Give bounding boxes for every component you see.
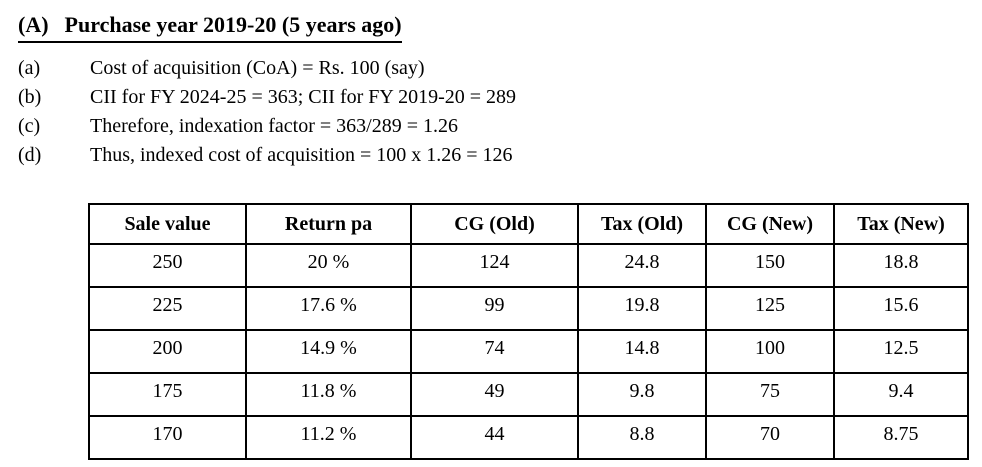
table-cell: 200 [88,329,247,374]
table-cell: 225 [88,286,247,331]
list-item-label: (c) [18,115,41,137]
table-cell: 99 [410,286,579,331]
table-row: 225 17.6 % 99 19.8 125 15.6 [88,286,969,331]
table-row: 250 20 % 124 24.8 150 18.8 [88,243,969,288]
table-cell: 150 [705,243,835,288]
column-header-tax-new: Tax (New) [833,203,969,245]
list-item-text: Therefore, indexation factor = 363/289 =… [90,115,458,137]
table-cell: 74 [410,329,579,374]
table-cell: 70 [705,415,835,460]
table-cell: 124 [410,243,579,288]
table-cell: 170 [88,415,247,460]
column-header-tax-old: Tax (Old) [577,203,707,245]
table-cell: 24.8 [577,243,707,288]
table-cell: 49 [410,372,579,417]
table-row: 170 11.2 % 44 8.8 70 8.75 [88,415,969,460]
table-cell: 11.8 % [245,372,412,417]
column-header-cg-old: CG (Old) [410,203,579,245]
table-cell: 8.75 [833,415,969,460]
points-list: (a) Cost of acquisition (CoA) = Rs. 100 … [18,54,516,170]
table-cell: 11.2 % [245,415,412,460]
column-header-return-pa: Return pa [245,203,412,245]
table-cell: 20 % [245,243,412,288]
list-item-label: (d) [18,144,42,166]
list-item-d: (d) Thus, indexed cost of acquisition = … [18,141,516,170]
table-cell: 175 [88,372,247,417]
section-heading: (A) Purchase year 2019-20 (5 years ago) [18,12,402,44]
table-row: 175 11.8 % 49 9.8 75 9.4 [88,372,969,417]
table-cell: 12.5 [833,329,969,374]
list-item-label: (a) [18,57,41,79]
column-header-sale-value: Sale value [88,203,247,245]
table-header-row: Sale value Return pa CG (Old) Tax (Old) … [88,203,969,245]
list-item-text: Cost of acquisition (CoA) = Rs. 100 (say… [90,57,425,79]
table-cell: 17.6 % [245,286,412,331]
table-cell: 14.9 % [245,329,412,374]
section-heading-label: (A) [18,12,49,37]
table-cell: 9.8 [577,372,707,417]
table-cell: 100 [705,329,835,374]
table-row: 200 14.9 % 74 14.8 100 12.5 [88,329,969,374]
capital-gains-table: Sale value Return pa CG (Old) Tax (Old) … [88,203,969,460]
list-item-c: (c) Therefore, indexation factor = 363/2… [18,112,516,141]
table-cell: 75 [705,372,835,417]
table-cell: 9.4 [833,372,969,417]
column-header-cg-new: CG (New) [705,203,835,245]
table-cell: 15.6 [833,286,969,331]
list-item-text: CII for FY 2024-25 = 363; CII for FY 201… [90,86,517,108]
table-cell: 44 [410,415,579,460]
list-item-label: (b) [18,86,42,108]
table-cell: 19.8 [577,286,707,331]
list-item-b: (b) CII for FY 2024-25 = 363; CII for FY… [18,83,516,112]
table-cell: 250 [88,243,247,288]
table-cell: 8.8 [577,415,707,460]
table-cell: 125 [705,286,835,331]
section-heading-title: Purchase year 2019-20 (5 years ago) [64,12,402,37]
table-cell: 14.8 [577,329,707,374]
list-item-text: Thus, indexed cost of acquisition = 100 … [90,144,513,166]
table-cell: 18.8 [833,243,969,288]
list-item-a: (a) Cost of acquisition (CoA) = Rs. 100 … [18,54,516,83]
